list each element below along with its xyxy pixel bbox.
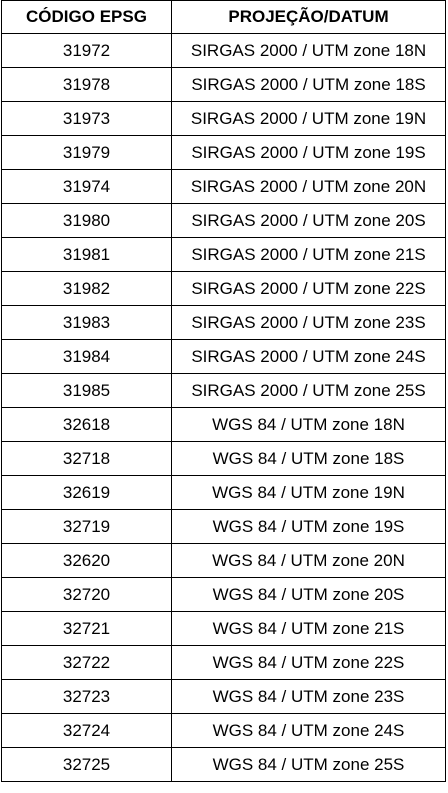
table-row: 31973 SIRGAS 2000 / UTM zone 19N (1, 101, 446, 136)
table-row: 32721 WGS 84 / UTM zone 21S (1, 611, 446, 646)
epsg-code-cell: 32725 (1, 747, 172, 782)
projection-datum-cell: SIRGAS 2000 / UTM zone 19N (171, 101, 446, 136)
table-row: 31980 SIRGAS 2000 / UTM zone 20S (1, 203, 446, 238)
projection-datum-cell: SIRGAS 2000 / UTM zone 23S (171, 305, 446, 340)
table-row: 32618 WGS 84 / UTM zone 18N (1, 407, 446, 442)
table-row: 31984 SIRGAS 2000 / UTM zone 24S (1, 339, 446, 374)
epsg-code-cell: 31980 (1, 203, 172, 238)
projection-datum-cell: SIRGAS 2000 / UTM zone 18S (171, 67, 446, 102)
table-row: 32722 WGS 84 / UTM zone 22S (1, 645, 446, 680)
projection-datum-cell: WGS 84 / UTM zone 25S (171, 747, 446, 782)
table-row: 32723 WGS 84 / UTM zone 23S (1, 679, 446, 714)
epsg-code-cell: 32721 (1, 611, 172, 646)
epsg-code-cell: 32718 (1, 441, 172, 476)
epsg-code-cell: 31981 (1, 237, 172, 272)
projection-datum-cell: WGS 84 / UTM zone 18S (171, 441, 446, 476)
projection-datum-cell: WGS 84 / UTM zone 19S (171, 509, 446, 544)
table-row: 31982 SIRGAS 2000 / UTM zone 22S (1, 271, 446, 306)
epsg-code-cell: 31985 (1, 373, 172, 408)
table-row: 31978 SIRGAS 2000 / UTM zone 18S (1, 67, 446, 102)
table-row: 31979 SIRGAS 2000 / UTM zone 19S (1, 135, 446, 170)
projection-datum-cell: WGS 84 / UTM zone 24S (171, 713, 446, 748)
epsg-code-cell: 31978 (1, 67, 172, 102)
projection-datum-cell: SIRGAS 2000 / UTM zone 20S (171, 203, 446, 238)
projection-datum-cell: SIRGAS 2000 / UTM zone 21S (171, 237, 446, 272)
projection-datum-cell: WGS 84 / UTM zone 20S (171, 577, 446, 612)
table-header-row: CÓDIGO EPSG PROJEÇÃO/DATUM (1, 0, 446, 34)
table-row: 32720 WGS 84 / UTM zone 20S (1, 577, 446, 612)
projection-datum-cell: WGS 84 / UTM zone 18N (171, 407, 446, 442)
epsg-code-cell: 31973 (1, 101, 172, 136)
table-body: 31972 SIRGAS 2000 / UTM zone 18N 31978 SIRG… (1, 33, 446, 782)
projection-datum-cell: WGS 84 / UTM zone 19N (171, 475, 446, 510)
table-row: 31974 SIRGAS 2000 / UTM zone 20N (1, 169, 446, 204)
projection-datum-cell: SIRGAS 2000 / UTM zone 22S (171, 271, 446, 306)
projection-datum-cell: SIRGAS 2000 / UTM zone 20N (171, 169, 446, 204)
epsg-code-cell: 32722 (1, 645, 172, 680)
table-row: 32718 WGS 84 / UTM zone 18S (1, 441, 446, 476)
epsg-code-cell: 32620 (1, 543, 172, 578)
epsg-code-cell: 31972 (1, 33, 172, 68)
epsg-code-cell: 32720 (1, 577, 172, 612)
epsg-code-cell: 32719 (1, 509, 172, 544)
table-row: 32719 WGS 84 / UTM zone 19S (1, 509, 446, 544)
epsg-code-cell: 31974 (1, 169, 172, 204)
projection-datum-cell: SIRGAS 2000 / UTM zone 25S (171, 373, 446, 408)
epsg-projection-table: CÓDIGO EPSG PROJEÇÃO/DATUM 31972 SIRGAS 2… (1, 0, 446, 782)
table-row: 31983 SIRGAS 2000 / UTM zone 23S (1, 305, 446, 340)
table-row: 32620 WGS 84 / UTM zone 20N (1, 543, 446, 578)
column-header-epsg-code: CÓDIGO EPSG (1, 0, 172, 34)
epsg-code-cell: 31982 (1, 271, 172, 306)
table-row: 32724 WGS 84 / UTM zone 24S (1, 713, 446, 748)
epsg-code-cell: 32723 (1, 679, 172, 714)
epsg-code-cell: 31984 (1, 339, 172, 374)
projection-datum-cell: WGS 84 / UTM zone 20N (171, 543, 446, 578)
column-header-projection-datum: PROJEÇÃO/DATUM (171, 0, 446, 34)
epsg-code-cell: 32619 (1, 475, 172, 510)
table-row: 31972 SIRGAS 2000 / UTM zone 18N (1, 33, 446, 68)
projection-datum-cell: WGS 84 / UTM zone 21S (171, 611, 446, 646)
table-row: 31981 SIRGAS 2000 / UTM zone 21S (1, 237, 446, 272)
epsg-code-cell: 31983 (1, 305, 172, 340)
projection-datum-cell: SIRGAS 2000 / UTM zone 18N (171, 33, 446, 68)
projection-datum-cell: WGS 84 / UTM zone 22S (171, 645, 446, 680)
projection-datum-cell: SIRGAS 2000 / UTM zone 19S (171, 135, 446, 170)
table-row: 32725 WGS 84 / UTM zone 25S (1, 747, 446, 782)
projection-datum-cell: WGS 84 / UTM zone 23S (171, 679, 446, 714)
table-row: 32619 WGS 84 / UTM zone 19N (1, 475, 446, 510)
epsg-code-cell: 32618 (1, 407, 172, 442)
table-row: 31985 SIRGAS 2000 / UTM zone 25S (1, 373, 446, 408)
epsg-code-cell: 32724 (1, 713, 172, 748)
projection-datum-cell: SIRGAS 2000 / UTM zone 24S (171, 339, 446, 374)
epsg-code-cell: 31979 (1, 135, 172, 170)
